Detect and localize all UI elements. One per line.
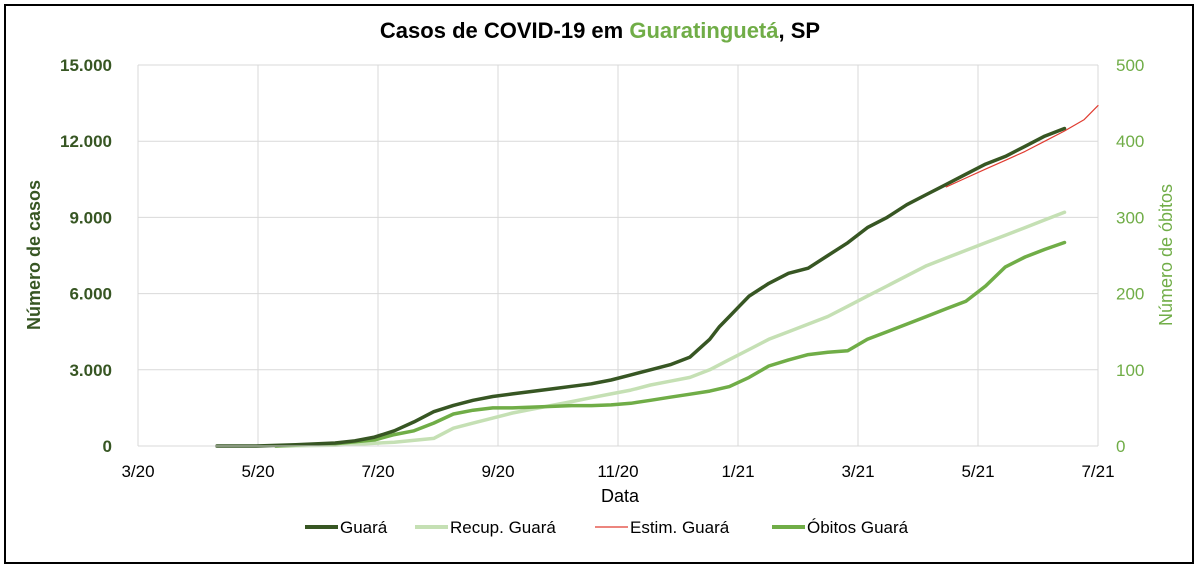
y-tick-left-label: 15.000 xyxy=(60,56,112,75)
x-tick-label: 7/20 xyxy=(361,462,394,481)
series-estim-guara xyxy=(945,104,1099,188)
legend-label-obitos: Óbitos Guará xyxy=(807,518,909,537)
legend-label-guara: Guará xyxy=(340,518,388,537)
y-tick-left-label: 9.000 xyxy=(69,208,112,227)
x-axis-ticks: 3/20 5/20 7/20 9/20 11/20 1/21 3/21 5/21 7/21 xyxy=(121,462,1114,481)
y-axis-right-title: Número de óbitos xyxy=(1156,184,1176,326)
y-axis-left-ticks: 0 3.000 6.000 9.000 12.000 15.000 xyxy=(60,56,112,456)
y-axis-right-ticks: 0 100 200 300 400 500 xyxy=(1116,56,1144,456)
x-tick-label: 3/20 xyxy=(121,462,154,481)
chart-title-prefix: Casos de COVID-19 em xyxy=(380,18,629,43)
y-tick-right-label: 200 xyxy=(1116,285,1144,304)
series-guara xyxy=(215,126,1067,448)
x-tick-label: 7/21 xyxy=(1081,462,1114,481)
x-tick-label: 5/20 xyxy=(241,462,274,481)
x-tick-label: 5/21 xyxy=(961,462,994,481)
legend-label-recup: Recup. Guará xyxy=(450,518,556,537)
legend: Guará Recup. Guará Estim. Guará Óbitos G… xyxy=(305,518,909,537)
series-recup-guara xyxy=(274,210,1067,448)
x-axis-title: Data xyxy=(601,486,640,506)
y-tick-left-label: 0 xyxy=(103,437,112,456)
x-tick-label: 3/21 xyxy=(841,462,874,481)
y-axis-left-title: Número de casos xyxy=(24,180,44,330)
chart-title-city: Guaratinguetá xyxy=(629,18,779,43)
y-tick-left-label: 12.000 xyxy=(60,132,112,151)
series-lines xyxy=(215,104,1099,448)
chart-title: Casos de COVID-19 em Guaratinguetá, SP xyxy=(380,18,820,43)
y-tick-right-label: 300 xyxy=(1116,208,1144,227)
y-tick-right-label: 500 xyxy=(1116,56,1144,75)
x-tick-label: 9/20 xyxy=(481,462,514,481)
y-tick-right-label: 100 xyxy=(1116,361,1144,380)
y-tick-left-label: 3.000 xyxy=(69,361,112,380)
legend-label-estim: Estim. Guará xyxy=(630,518,730,537)
chart-frame xyxy=(4,4,1194,564)
y-tick-right-label: 400 xyxy=(1116,132,1144,151)
x-tick-label: 11/20 xyxy=(597,462,638,481)
series-obitos-guara xyxy=(274,240,1067,448)
gridlines xyxy=(137,64,1099,446)
chart-title-suffix: , SP xyxy=(779,18,821,43)
y-tick-right-label: 0 xyxy=(1116,437,1125,456)
y-tick-left-label: 6.000 xyxy=(69,285,112,304)
x-tick-label: 1/21 xyxy=(721,462,754,481)
